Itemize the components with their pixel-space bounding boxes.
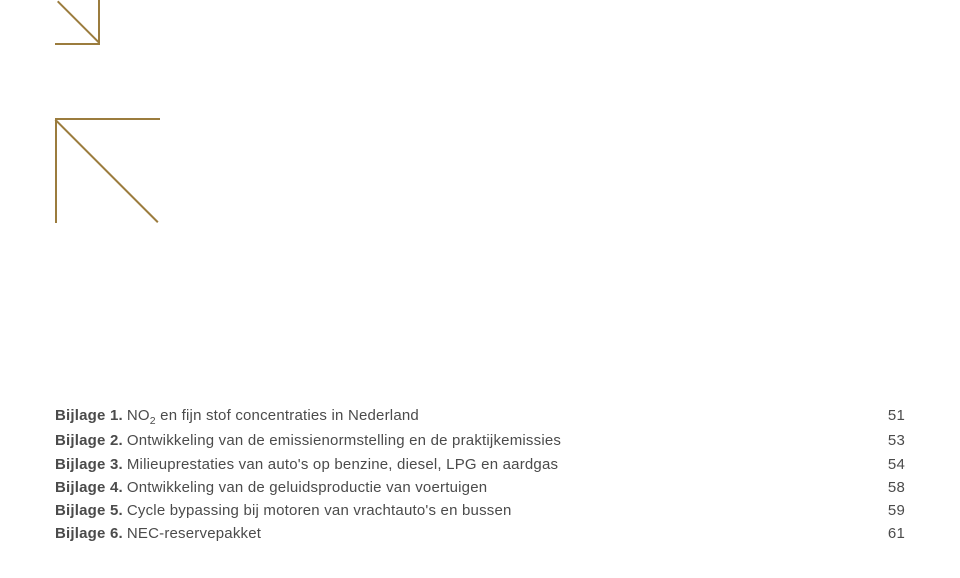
toc-page: 59 [888,499,905,522]
toc-title: Ontwikkeling van de emissienormstelling … [127,429,561,452]
toc-page: 61 [888,522,905,545]
arrow-up-left-icon [55,118,160,223]
toc-row: Bijlage 4. Ontwikkeling van de geluidspr… [55,476,905,499]
toc-title: NEC-reservepakket [127,522,261,545]
toc-row: Bijlage 3. Milieuprestaties van auto's o… [55,453,905,476]
toc-label: Bijlage 2. [55,429,123,452]
toc-page: 54 [888,453,905,476]
toc-label: Bijlage 5. [55,499,123,522]
toc-row: Bijlage 5. Cycle bypassing bij motoren v… [55,499,905,522]
toc-label: Bijlage 1. [55,404,123,427]
toc-label: Bijlage 4. [55,476,123,499]
toc-title: NO2 en fijn stof concentraties in Nederl… [127,404,419,429]
toc-title: Milieuprestaties van auto's op benzine, … [127,453,558,476]
toc-title: Ontwikkeling van de geluidsproductie van… [127,476,487,499]
table-of-contents: Bijlage 1. NO2 en fijn stof concentratie… [55,404,905,546]
toc-label: Bijlage 3. [55,453,123,476]
toc-page: 51 [888,404,905,427]
toc-label: Bijlage 6. [55,522,123,545]
toc-page: 58 [888,476,905,499]
arrow-down-right-icon [55,0,100,45]
toc-row: Bijlage 6. NEC-reservepakket 61 [55,522,905,545]
toc-row: Bijlage 2. Ontwikkeling van de emissieno… [55,429,905,452]
toc-row: Bijlage 1. NO2 en fijn stof concentratie… [55,404,905,429]
toc-page: 53 [888,429,905,452]
toc-title: Cycle bypassing bij motoren van vrachtau… [127,499,512,522]
